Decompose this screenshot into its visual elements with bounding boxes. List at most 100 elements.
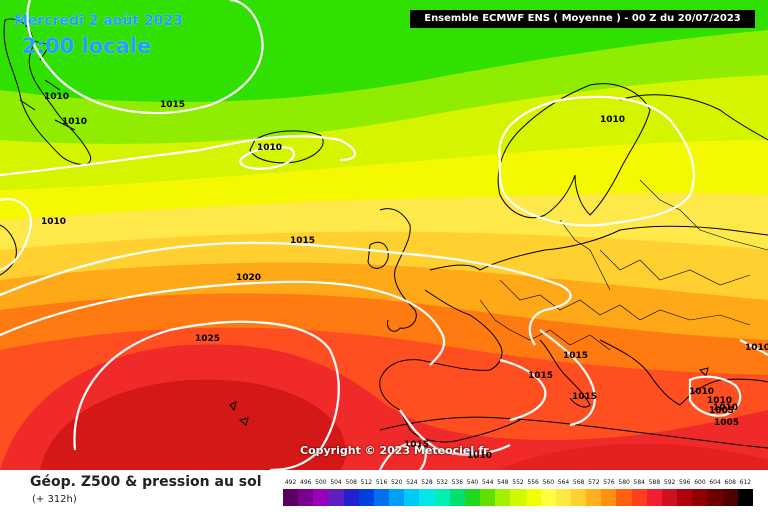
color-scale-label: 508 xyxy=(345,479,357,486)
color-scale-swatch xyxy=(570,489,587,506)
color-scale-swatch xyxy=(540,489,556,506)
color-scale-swatch xyxy=(480,489,496,506)
isobar-1005-east xyxy=(688,375,742,417)
color-scale-swatch xyxy=(646,489,662,506)
copyright-text: Copyright © 2023 Meteociel.fr xyxy=(300,444,489,457)
isobar-label: 1015 xyxy=(563,351,588,361)
parameter-title: Géop. Z500 & pression au sol xyxy=(30,474,262,490)
isobar-label: 1015 xyxy=(528,371,553,381)
color-scale-label: 528 xyxy=(421,479,433,486)
color-scale-label: 552 xyxy=(512,479,524,486)
isobar-label: 1005 xyxy=(709,406,734,416)
isobar-1015-north xyxy=(0,135,357,177)
color-scale-label: 592 xyxy=(663,479,676,486)
color-scale-label: 504 xyxy=(330,479,342,486)
color-scale-swatch xyxy=(661,489,678,506)
color-scale-swatch xyxy=(737,489,753,506)
isobar-1010-scandinavia xyxy=(498,95,695,227)
color-scale-label: 584 xyxy=(633,479,645,486)
color-scale-swatch xyxy=(449,489,465,506)
color-scale-label: 556 xyxy=(527,479,539,486)
color-scale-swatch xyxy=(283,489,299,506)
color-scale-label: 516 xyxy=(375,479,388,486)
color-scale-label: 568 xyxy=(572,479,585,486)
color-scale-swatch xyxy=(510,489,526,506)
isobar-label: 1015 xyxy=(404,440,429,450)
isobar-1010-iceland xyxy=(238,146,295,170)
color-scale-label: 588 xyxy=(648,479,661,486)
isobar-label: 1015 xyxy=(572,392,597,402)
color-scale-label: 544 xyxy=(481,479,494,486)
isobar-label: 1010 xyxy=(44,92,69,102)
isobar-label: 1015 xyxy=(160,100,185,110)
color-scale-swatch xyxy=(328,489,344,506)
color-scale-swatch xyxy=(313,489,329,506)
isobar-label: 1010 xyxy=(689,387,714,397)
isobar-label: 1010 xyxy=(467,451,492,461)
color-scale-label: 580 xyxy=(618,479,630,486)
color-scale-swatch xyxy=(631,489,647,506)
color-scale-swatch xyxy=(495,489,511,506)
isobar-1020 xyxy=(0,280,446,366)
isobar-label: 1015 xyxy=(290,236,315,246)
color-scale-label: 548 xyxy=(497,479,509,486)
isobar-1010-africa xyxy=(399,409,511,456)
color-scale-swatch xyxy=(389,489,405,506)
color-scale-label: 524 xyxy=(406,479,418,486)
isobar-label: 1010 xyxy=(600,115,625,125)
color-scale-swatch xyxy=(601,489,617,506)
color-scale-label: 532 xyxy=(436,479,448,486)
isobar-label: 1010 xyxy=(707,396,732,406)
isobar-label: 1025 xyxy=(195,334,220,344)
color-scale-label: 604 xyxy=(709,479,721,486)
color-scale-swatch xyxy=(692,489,708,506)
isobar-label: 1005 xyxy=(714,418,739,428)
color-scale-label: 600 xyxy=(694,479,706,486)
isobar-1010-west xyxy=(0,197,33,272)
isobar-1025 xyxy=(73,320,340,470)
color-scale-swatch xyxy=(358,489,374,506)
color-scale-swatch xyxy=(677,489,693,506)
color-scale-swatch xyxy=(586,489,602,506)
isobar-label: 1010 xyxy=(257,143,282,153)
color-scale-label: 612 xyxy=(739,479,752,486)
band-592-east xyxy=(500,443,768,470)
color-scale-swatch xyxy=(404,489,420,506)
isobar-label: 1010 xyxy=(745,343,768,353)
lead-time: (+ 312h) xyxy=(32,494,77,505)
color-scale-label: 596 xyxy=(679,479,691,486)
color-scale-label: 520 xyxy=(390,479,403,486)
forecast-local-time: 2:00 locale xyxy=(22,34,152,58)
isobar-1015-med xyxy=(499,358,547,422)
isobar-label: 1010 xyxy=(41,217,66,227)
isobar-label: 1010 xyxy=(62,117,87,127)
color-scale-swatch xyxy=(464,489,481,506)
isobar-1010-greenland xyxy=(26,0,264,114)
legend-bar: Géop. Z500 & pression au sol (+ 312h) 49… xyxy=(0,470,768,512)
color-scale-labels: 492 496 500 504 508 512 516 520 524 528 532 536 540 5… xyxy=(283,479,753,489)
color-scale-label: 572 xyxy=(588,479,600,486)
color-scale-swatch xyxy=(434,489,450,506)
color-scale-swatch xyxy=(373,489,390,506)
color-scale-swatch xyxy=(616,489,632,506)
geopotential-map: 1010 1010 1015 1010 1010 1015 1010 1020 … xyxy=(0,0,768,470)
forecast-date: Mercredi 2 août 2023 xyxy=(14,13,183,29)
color-scale xyxy=(283,489,753,506)
isobar-1010-east-edge xyxy=(739,339,768,356)
color-scale-label: 564 xyxy=(557,479,570,486)
band-592 xyxy=(40,379,346,470)
color-scale-label: 512 xyxy=(360,479,373,486)
color-scale-swatch xyxy=(525,489,541,506)
color-scale-label: 576 xyxy=(603,479,615,486)
color-scale-swatch xyxy=(298,489,314,506)
color-scale-swatch xyxy=(419,489,435,506)
isobars xyxy=(0,0,768,470)
isobar-1015-mid xyxy=(0,241,572,346)
isobar-label: 1010 xyxy=(713,403,738,413)
color-scale-label: 608 xyxy=(724,479,736,486)
color-scale-label: 492 xyxy=(284,479,297,486)
model-run-info: Ensemble ECMWF ENS ( Moyenne ) - 00 Z du… xyxy=(410,10,755,28)
color-scale-swatch xyxy=(555,489,571,506)
coastlines xyxy=(0,18,768,449)
color-scale-label: 500 xyxy=(315,479,327,486)
